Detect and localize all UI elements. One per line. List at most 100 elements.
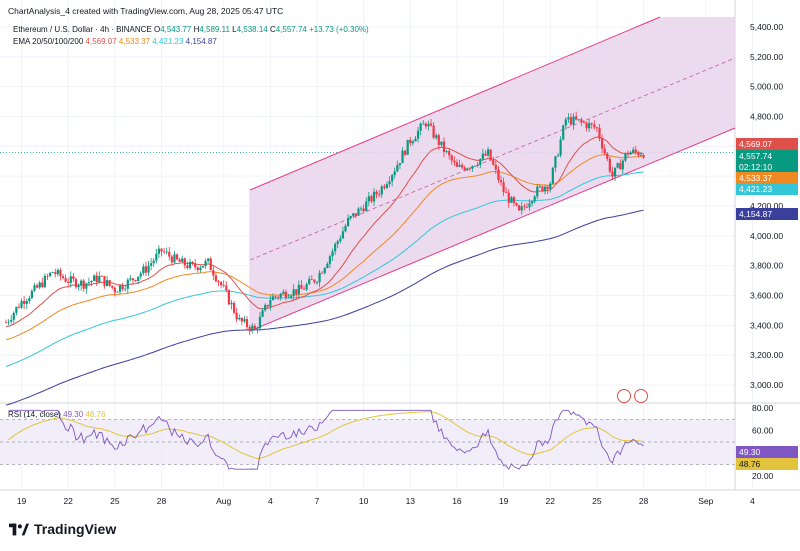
ema-200-line [5,209,644,406]
candle-body [209,258,212,271]
candle-body [46,275,49,277]
candle-body [150,263,153,266]
candle-body [479,158,482,165]
candle-body [466,168,469,171]
candle-body [253,325,256,329]
candle-body [598,127,601,139]
candle-body [404,150,407,155]
candle-body [194,263,197,268]
candle-body [227,290,230,305]
rsi-value: 49.30 [63,410,84,419]
candle-body [297,284,300,295]
candle-body [616,163,619,168]
candle-body [54,272,57,275]
candle-body [93,275,96,281]
economic-event-icon[interactable] [634,389,648,403]
open-value: 4,543.77 [160,25,192,34]
candle-body [365,201,368,212]
candle-body [453,160,456,163]
candle-body [442,141,446,152]
candle-body [269,300,272,307]
candle-body [56,269,59,275]
time-tick-label: 13 [406,496,416,506]
rsi-badge: 49.30 [736,446,798,458]
candle-body [334,244,337,252]
candle-body [624,153,627,161]
countdown-badge: 02:12:10 [736,161,798,173]
economic-event-icon[interactable] [617,389,631,403]
candle-body [240,317,243,322]
candle-body [300,284,303,289]
price-tick-label: 3,200.00 [750,350,783,360]
candle-body [178,259,181,262]
candle-body [232,302,236,313]
candle-body [188,261,192,268]
time-tick-label: 7 [315,496,320,506]
candle-body [507,192,510,203]
candle-body [572,116,575,125]
candle-body [33,285,36,291]
candle-body [10,319,13,322]
close-label: C [269,25,276,34]
high-label: H [193,25,200,34]
candle-body [606,153,609,159]
candle-body [124,288,127,290]
rsi-label[interactable]: RSI (14, close) [8,410,61,419]
candle-body [157,248,161,254]
time-tick-label: 4 [750,496,755,506]
open-label: O [153,25,161,34]
candle-body [38,282,41,288]
candle-body [393,171,396,176]
candle-body [551,167,554,184]
candle-body [362,208,365,212]
price-tick-label: 5,400.00 [750,22,783,32]
candle-body [139,273,142,277]
candle-body [414,138,417,142]
symbol-name[interactable]: Ethereum / U.S. Dollar · 4h · BINANCE [13,25,152,34]
candle-body [331,251,334,257]
candle-body [162,251,166,253]
symbol-ohlc-line: Ethereum / U.S. Dollar · 4h · BINANCE O4… [13,25,369,34]
candle-body [82,280,85,289]
candle-body [541,186,544,192]
candle-body [277,296,280,298]
candle-body [59,269,62,277]
candle-body [538,186,541,188]
rsi-ma-value: 48.76 [85,410,106,419]
candle-body [347,218,350,226]
candle-body [409,139,412,144]
candle-body [515,203,518,206]
candle-body [577,119,580,121]
candle-body [256,328,259,330]
candle-body [600,138,604,149]
ema-label[interactable]: EMA 20/50/100/200 [13,37,84,46]
candle-body [4,322,8,324]
ema-100-line [5,171,644,367]
candle-body [437,135,440,145]
candle-body [580,119,583,122]
candle-body [429,123,433,126]
candle-body [251,325,254,331]
candle-body [12,312,15,320]
candle-body [41,282,44,288]
rsi-panel [0,409,735,471]
channel-fill [250,17,735,331]
candle-body [341,231,345,239]
candle-body [422,123,425,125]
candle-body [64,278,67,282]
candle-body [424,123,427,127]
candle-body [51,272,54,273]
candle-body [613,167,617,177]
tradingview-logo[interactable]: TradingView [9,521,116,537]
candle-body [642,155,645,158]
candle-body [100,275,103,277]
candle-body [611,171,614,177]
candle-body [481,153,484,159]
candle-body [354,213,357,216]
candle-body [69,276,72,284]
candle-body [48,272,52,277]
candle-body [619,163,622,170]
candle-body [567,117,570,120]
time-tick-label: 25 [110,496,120,506]
